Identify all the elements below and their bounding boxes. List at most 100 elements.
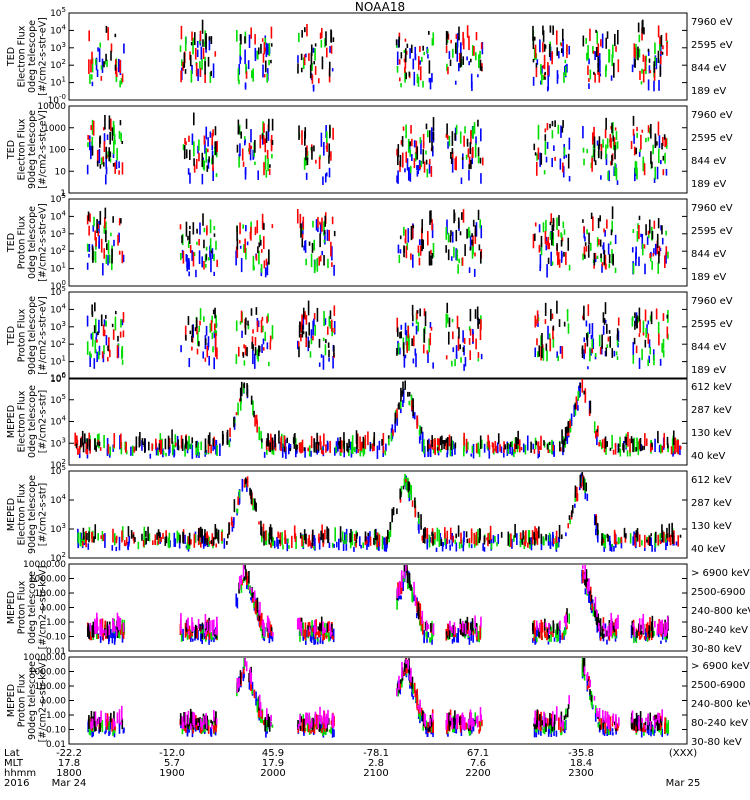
x-tick-hhmm: 2300	[568, 768, 593, 779]
y-axis-label-line: Proton Flux	[17, 308, 28, 362]
figure-title: NOAA18	[355, 0, 405, 14]
legend-entry: 30-80 keV	[691, 644, 742, 655]
y-tick-label: 104	[50, 209, 66, 222]
plot-frame	[68, 198, 688, 287]
y-tick-label: 0.01	[46, 647, 66, 657]
legend-entry: 2500-6900	[691, 587, 746, 598]
y-axis-label-line: TED	[6, 140, 17, 160]
x-tick-lat: -22.2	[56, 748, 82, 759]
x-tick-hhmm: 2100	[363, 768, 388, 779]
y-tick-label: 102	[50, 337, 66, 350]
legend-entry: 80-240 keV	[691, 625, 748, 636]
x-tick-hhmm: 1800	[56, 768, 81, 779]
y-tick-label: 1000.00	[29, 668, 66, 678]
legend-entry: 7960 eV	[691, 110, 733, 121]
y-axis-label-line: 0deg telescope	[27, 571, 38, 644]
y-tick-label: 103	[50, 41, 66, 54]
legend-entry: 7960 eV	[691, 203, 733, 214]
x-tick-lat: -78.1	[363, 748, 389, 759]
legend-entry: 2500-6900	[691, 680, 746, 691]
legend-entry: 612 keV	[691, 475, 732, 486]
y-axis-label-line: TED	[6, 233, 17, 253]
y-tick-label: 103	[50, 320, 66, 333]
legend-entry: 40 keV	[691, 451, 725, 462]
y-axis-label: MEPEDElectron Flux90deg telescope[#/cm2-…	[6, 475, 49, 554]
y-tick-label: 101	[50, 262, 66, 275]
y-axis-label-line: 90deg telescope	[27, 475, 38, 554]
x-tick-mlt: 17.8	[58, 758, 80, 769]
y-tick-label: 103	[50, 522, 66, 535]
y-tick-label: 103	[50, 436, 66, 449]
plot-frame	[68, 470, 688, 559]
y-tick-label: 105	[50, 393, 66, 406]
x-tick-hhmm: 2000	[260, 768, 285, 779]
legend-entry: 130 keV	[691, 521, 732, 532]
y-axis-label-line: MEPED	[6, 591, 17, 624]
y-tick-label: 103	[50, 227, 66, 240]
panel-7: 0.010.101.0010.00100.001000.0010000.00ME…	[6, 560, 750, 657]
y-tick-label: 100.00	[35, 589, 67, 599]
data-marks	[86, 300, 669, 371]
legend-entry: 844 eV	[691, 63, 726, 74]
y-axis-label: MEPEDElectron Flux0deg telescope[#/cm2-s…	[6, 385, 49, 458]
y-tick-label: 10000.00	[23, 653, 66, 663]
y-axis-label-line: [#/cm2-s-str-eV]	[38, 17, 49, 96]
y-tick-label: 0.10	[46, 726, 66, 736]
legend-entry: 2595 eV	[691, 319, 733, 330]
legend-entry: 80-240 keV	[691, 718, 748, 729]
x-row-label: hhmm	[4, 768, 36, 779]
y-tick-label: 104	[50, 415, 66, 428]
data-marks	[86, 112, 668, 185]
y-axis-label: MEPEDProton Flux90deg telescope[#/cm2-s-…	[6, 659, 49, 743]
legend-entry: 189 eV	[691, 272, 726, 283]
y-axis-label-line: 0deg telescope	[27, 20, 38, 93]
y-axis-label-line: Proton Flux	[17, 673, 28, 727]
y-tick-label: 104	[50, 493, 66, 506]
data-marks	[77, 472, 682, 552]
y-axis-label-line: [#/cm2-s-str-eV]	[38, 296, 49, 375]
legend-entry: 2595 eV	[691, 40, 733, 51]
legend-entry: > 6900 keV	[691, 568, 750, 579]
x-tick-mlt: 2.8	[368, 758, 384, 769]
y-axis-label-line: 0deg telescope	[27, 385, 38, 458]
y-tick-label: 106	[50, 371, 66, 384]
y-axis-label-line: TED	[6, 326, 17, 346]
y-axis-label: TEDProton Flux90deg telescope[#/cm2-s-st…	[6, 296, 49, 375]
plot-frame	[68, 291, 688, 380]
y-tick-label: 10	[55, 167, 67, 177]
y-axis-label-line: 90deg telescope	[27, 110, 38, 189]
y-axis-label-line: Proton Flux	[17, 580, 28, 634]
y-axis-label-line: Electron Flux	[17, 483, 28, 545]
y-axis-label-line: 90deg telescope	[27, 296, 38, 375]
legend-entry: 40 keV	[691, 544, 725, 555]
x-tick-hhmm: 1900	[159, 768, 184, 779]
legend-entry: 240-800 keV	[691, 606, 750, 617]
x-row-label: MLT	[4, 758, 24, 769]
legend-entry: 612 keV	[691, 382, 732, 393]
legend-entry: 189 eV	[691, 179, 726, 190]
y-tick-label: 0.01	[46, 740, 66, 750]
legend-entry: 189 eV	[691, 365, 726, 376]
y-axis-label-line: Electron Flux	[17, 390, 28, 452]
y-tick-label: 101	[50, 76, 66, 89]
y-axis-label: MEPEDProton Flux0deg telescope[#/cm2-s-s…	[6, 566, 49, 650]
legend-entry: 2595 eV	[691, 133, 733, 144]
y-tick-label: 100.00	[35, 682, 67, 692]
y-tick-label: 104	[50, 23, 66, 36]
legend-entry: > 6900 keV	[691, 661, 750, 672]
legend-entry: 7960 eV	[691, 17, 733, 28]
x-tick-hhmm: 2200	[465, 768, 490, 779]
legend-entry: 287 keV	[691, 498, 732, 509]
y-tick-label: 1	[60, 189, 66, 199]
legend-entry: 844 eV	[691, 249, 726, 260]
y-axis-label-line: 90deg telescope	[27, 661, 38, 740]
legend-entry: 287 keV	[691, 405, 732, 416]
plot-frame	[68, 12, 688, 101]
y-axis-label: TEDElectron Flux0deg telescope[#/cm2-s-s…	[6, 17, 49, 96]
x-tick-mlt: 18.4	[570, 758, 592, 769]
legend-entry: 7960 eV	[691, 296, 733, 307]
